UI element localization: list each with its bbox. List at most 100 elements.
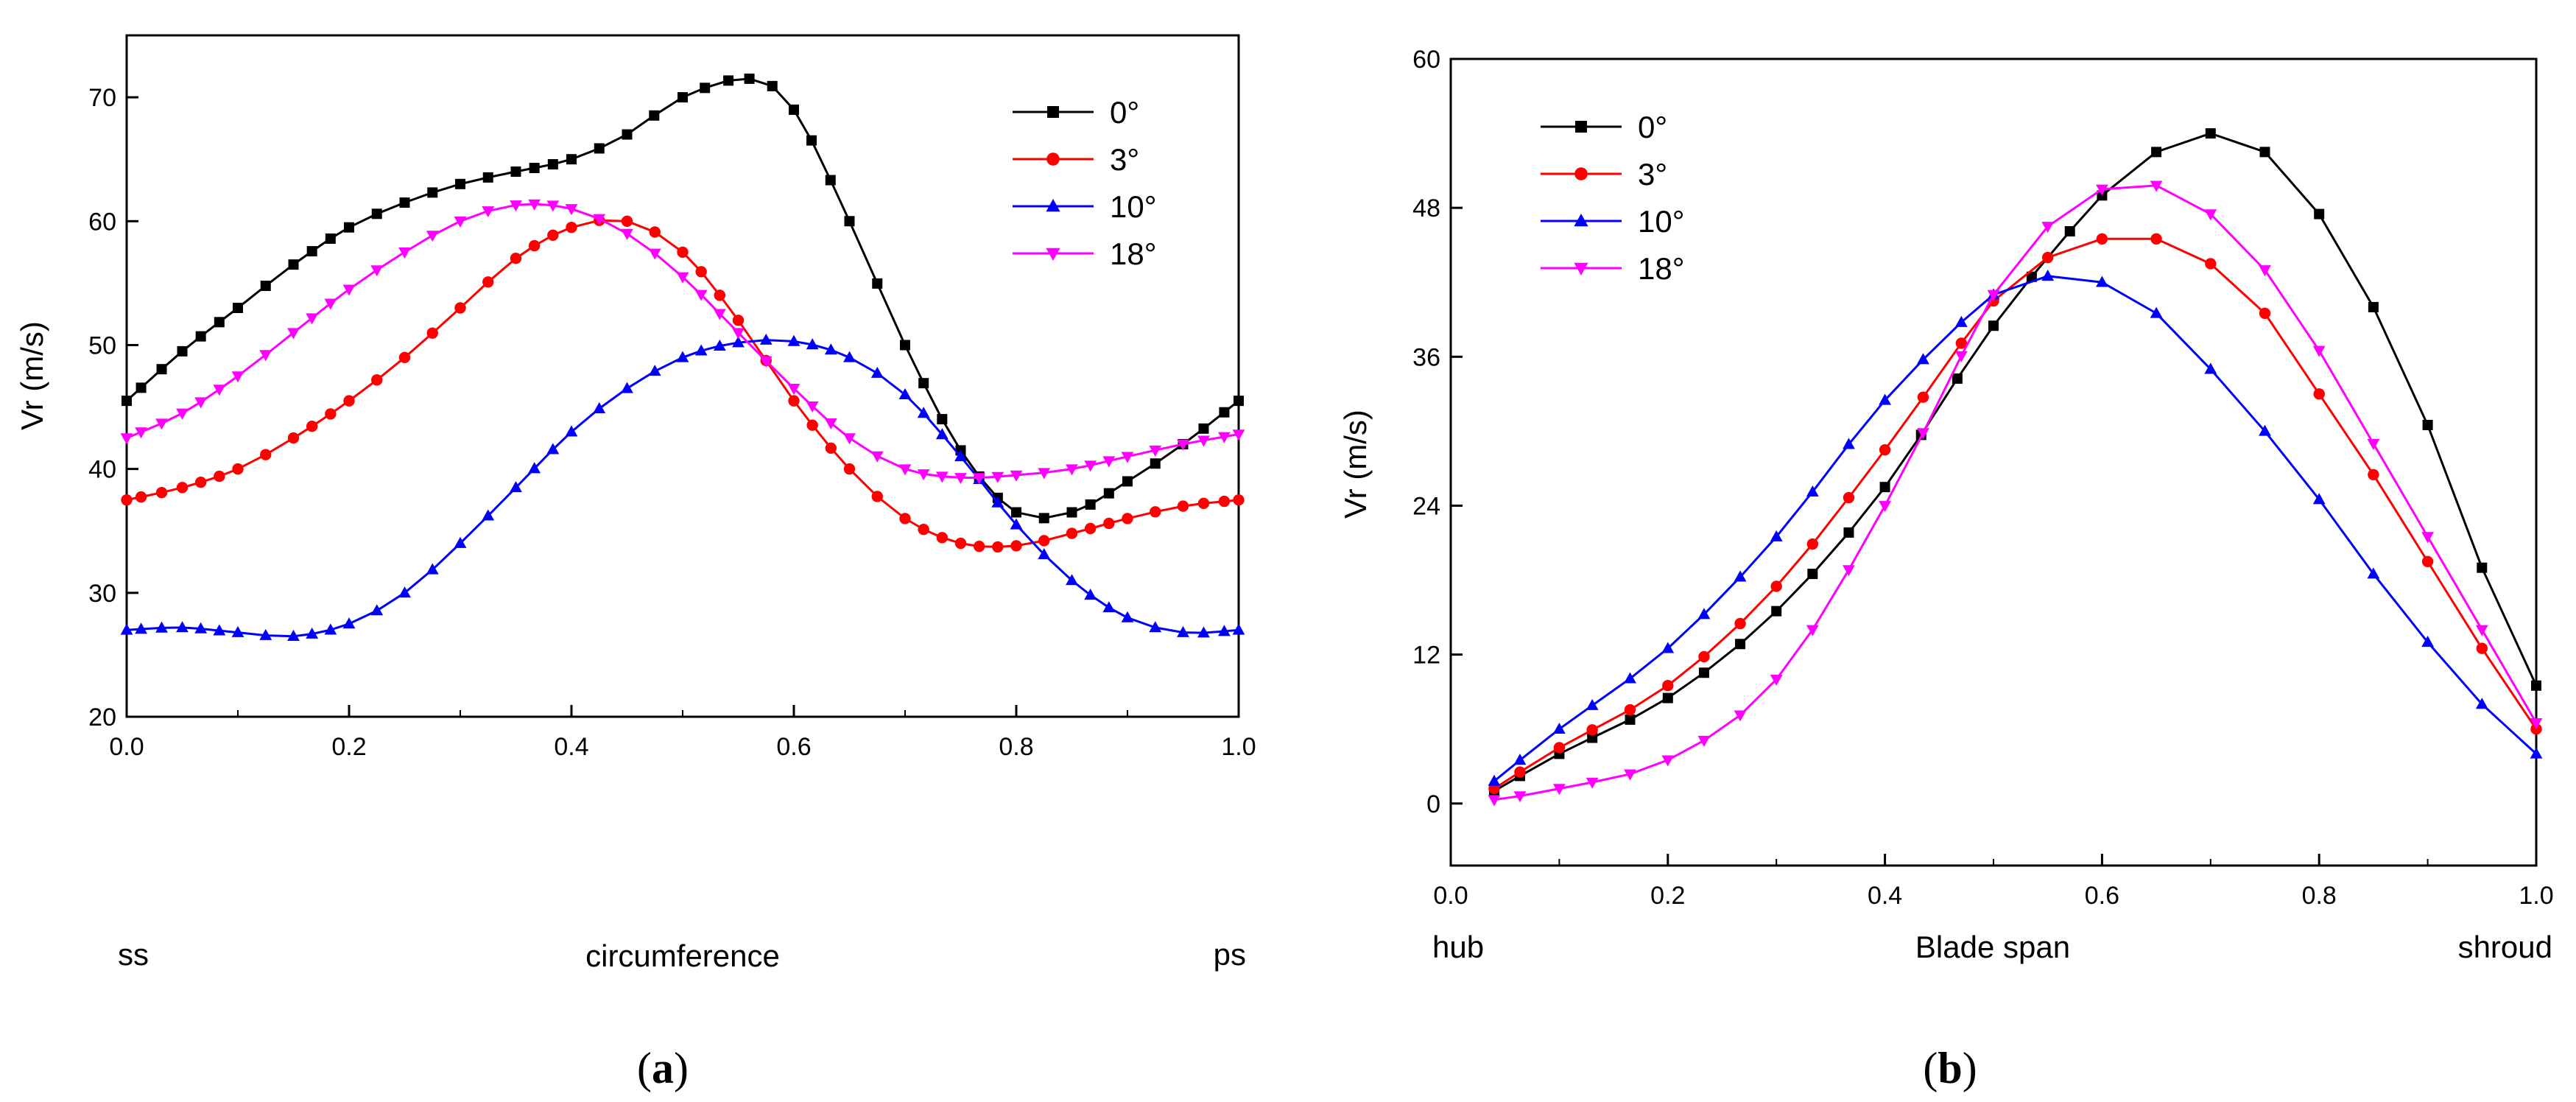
data-point-1 — [528, 239, 541, 252]
data-point-3 — [676, 272, 689, 284]
data-point-2 — [426, 563, 439, 575]
axis-ticks-a: 0.0 0.2 0.4 0.6 0.8 1.0 20 30 40 50 60 70 — [88, 84, 1256, 761]
data-point-3 — [824, 418, 837, 430]
legend-marker-2 — [1046, 199, 1060, 212]
data-point-1 — [1806, 538, 1819, 550]
data-point-3 — [973, 473, 986, 485]
y-tick-label: 12 — [1412, 642, 1440, 670]
data-point-0 — [649, 110, 660, 121]
data-point-3 — [1197, 435, 1210, 447]
data-point-0 — [122, 396, 132, 407]
data-point-2 — [482, 509, 495, 521]
data-point-3 — [306, 313, 319, 325]
data-point-2 — [342, 617, 356, 629]
data-point-0 — [1662, 692, 1673, 703]
data-point-3 — [194, 397, 208, 409]
y-tick-label: 60 — [88, 208, 116, 236]
data-point-0 — [937, 414, 948, 425]
data-point-2 — [546, 443, 560, 455]
data-point-3 — [1917, 428, 1929, 440]
data-point-0 — [288, 259, 299, 270]
chart-panel-b: 0.0 0.2 0.4 0.6 0.8 1.0 0 12 24 36 48 60 0° 3° 10° 18°… — [1338, 46, 2554, 1092]
data-point-2 — [1806, 485, 1819, 497]
data-point-2 — [2475, 698, 2488, 709]
data-point-0 — [1219, 407, 1230, 418]
data-point-3 — [426, 231, 439, 242]
data-point-2 — [398, 586, 411, 598]
data-point-1 — [1662, 680, 1674, 692]
legend-marker-0 — [1575, 121, 1587, 133]
y-tick-label: 0 — [1426, 790, 1440, 818]
data-point-2 — [1661, 642, 1675, 653]
data-point-0 — [2531, 680, 2541, 691]
data-point-1 — [788, 395, 800, 407]
data-point-3 — [565, 204, 578, 216]
data-point-3 — [2204, 209, 2217, 221]
data-point-0 — [1843, 527, 1854, 538]
data-point-1 — [732, 315, 745, 326]
data-point-1 — [260, 449, 272, 460]
data-point-1 — [936, 532, 949, 544]
data-point-1 — [343, 395, 355, 407]
data-point-0 — [371, 208, 382, 220]
data-point-2 — [2150, 306, 2163, 318]
data-point-1 — [1586, 724, 1598, 736]
x-tick-label: 0.6 — [776, 733, 811, 761]
data-point-2 — [213, 624, 226, 636]
data-point-2 — [759, 333, 773, 345]
data-point-3 — [1121, 452, 1134, 463]
y-tick-label: 60 — [1412, 46, 1440, 74]
data-point-0 — [1150, 458, 1161, 469]
data-point-0 — [455, 178, 465, 189]
data-point-1 — [621, 215, 633, 227]
data-point-1 — [1150, 506, 1161, 518]
data-point-2 — [870, 366, 884, 378]
data-point-2 — [2041, 270, 2055, 281]
data-point-0 — [789, 104, 799, 115]
data-point-1 — [176, 482, 189, 494]
data-point-3 — [370, 265, 384, 277]
data-point-0 — [825, 175, 836, 186]
series-group-a — [120, 73, 1245, 641]
data-point-2 — [954, 450, 967, 462]
data-point-2 — [231, 625, 244, 637]
data-point-3 — [843, 433, 856, 445]
data-point-1 — [510, 253, 522, 264]
data-point-0 — [872, 278, 883, 289]
data-point-0 — [306, 246, 317, 257]
data-point-2 — [2204, 362, 2217, 374]
data-point-3 — [1734, 710, 1747, 722]
data-point-1 — [1514, 766, 1526, 778]
data-point-1 — [2476, 642, 2488, 654]
data-point-2 — [1624, 672, 1636, 684]
data-point-1 — [2259, 307, 2271, 320]
y-axis-title-a: Vr (m/s) — [15, 321, 49, 430]
data-point-0 — [1587, 732, 1598, 743]
data-point-3 — [593, 214, 606, 225]
data-point-3 — [648, 248, 661, 260]
x-tick-label: 1.0 — [2519, 882, 2553, 910]
y-tick-label: 30 — [88, 580, 116, 608]
data-point-2 — [694, 344, 708, 356]
data-point-0 — [344, 222, 354, 233]
data-point-0 — [1698, 667, 1709, 678]
data-point-1 — [194, 477, 207, 488]
data-point-2 — [2367, 567, 2380, 579]
data-point-2 — [2312, 493, 2326, 505]
data-point-2 — [732, 336, 745, 348]
legend-marker-2 — [1574, 214, 1588, 227]
data-point-0 — [2422, 419, 2433, 430]
data-point-0 — [2151, 147, 2162, 158]
series-group-b — [1488, 128, 2543, 807]
legend-marker-0 — [1047, 106, 1059, 118]
data-point-1 — [677, 246, 689, 259]
data-point-2 — [1879, 393, 1891, 405]
data-point-3 — [454, 216, 467, 228]
series-line-0 — [1493, 132, 2538, 793]
data-point-2 — [565, 425, 578, 437]
data-point-3 — [155, 418, 168, 430]
data-point-2 — [324, 623, 337, 635]
data-point-2 — [306, 627, 319, 639]
data-point-0 — [767, 80, 778, 91]
data-point-2 — [1177, 625, 1189, 637]
